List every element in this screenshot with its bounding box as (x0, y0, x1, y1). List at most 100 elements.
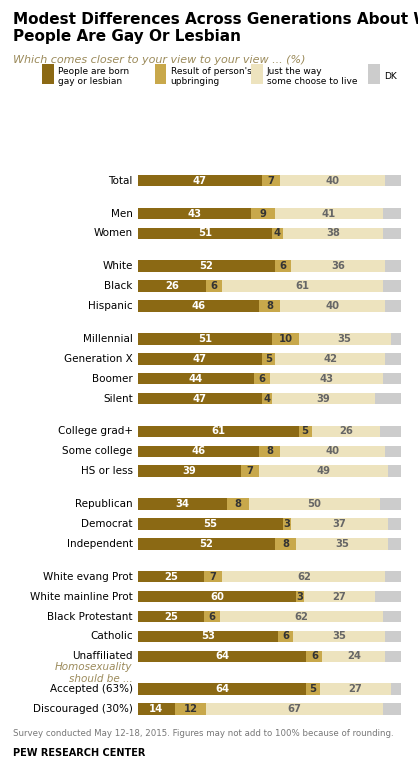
Bar (254, 373, 270, 384)
Bar (138, 650, 306, 662)
Text: 7: 7 (247, 466, 253, 476)
Text: 46: 46 (191, 446, 206, 456)
Text: Result of person's
upbringing: Result of person's upbringing (171, 67, 251, 87)
Text: 67: 67 (288, 704, 301, 714)
Text: Hispanic: Hispanic (88, 301, 133, 311)
Bar (391, 333, 401, 344)
Bar (280, 446, 385, 457)
Bar (383, 703, 401, 715)
Text: 26: 26 (339, 426, 353, 436)
Bar (175, 703, 206, 715)
Bar (272, 393, 375, 404)
Bar (280, 175, 385, 186)
Text: 47: 47 (193, 393, 207, 403)
Text: 41: 41 (322, 209, 336, 219)
Text: 8: 8 (266, 301, 273, 311)
Text: Some college: Some college (62, 446, 133, 456)
Bar (222, 281, 383, 292)
Text: Generation X: Generation X (64, 354, 133, 364)
Bar (138, 611, 204, 622)
Bar (380, 426, 401, 437)
Bar (262, 353, 275, 364)
Bar (322, 650, 385, 662)
Text: College grad+: College grad+ (58, 426, 133, 436)
Text: Boomer: Boomer (92, 374, 133, 384)
Bar (306, 650, 322, 662)
Bar (259, 466, 388, 477)
Text: 8: 8 (234, 499, 242, 509)
Text: 12: 12 (184, 704, 198, 714)
Bar (251, 208, 275, 219)
Text: Black Protestant: Black Protestant (47, 611, 133, 621)
Text: White evang Prot: White evang Prot (43, 571, 133, 581)
Text: 40: 40 (326, 301, 340, 311)
Text: 46: 46 (191, 301, 206, 311)
Text: 40: 40 (326, 176, 340, 186)
Text: 6: 6 (282, 631, 289, 641)
Bar (385, 630, 401, 642)
Bar (306, 683, 320, 695)
Bar (138, 353, 262, 364)
Text: 3: 3 (283, 519, 290, 529)
Bar (283, 518, 291, 530)
Text: 60: 60 (210, 591, 224, 601)
Bar (138, 518, 283, 530)
Text: 49: 49 (316, 466, 331, 476)
Text: 8: 8 (266, 446, 273, 456)
Bar (259, 446, 280, 457)
Bar (383, 228, 401, 239)
Text: 43: 43 (319, 374, 333, 384)
Text: 27: 27 (333, 591, 346, 601)
Bar (138, 591, 296, 602)
Text: 44: 44 (189, 374, 203, 384)
Bar (320, 683, 391, 695)
Text: 61: 61 (211, 426, 225, 436)
Bar (383, 281, 401, 292)
Text: Discouraged (30%): Discouraged (30%) (33, 704, 133, 714)
Text: 51: 51 (198, 229, 212, 239)
Text: 7: 7 (268, 176, 274, 186)
Bar (298, 333, 391, 344)
Bar (275, 353, 385, 364)
Bar (138, 630, 278, 642)
Text: 6: 6 (279, 262, 286, 272)
Bar (291, 518, 388, 530)
Bar (296, 591, 304, 602)
Bar (138, 571, 204, 582)
Bar (293, 630, 385, 642)
Text: 26: 26 (165, 281, 179, 291)
Bar (275, 208, 383, 219)
Bar (270, 373, 383, 384)
Bar (272, 333, 298, 344)
Bar (241, 466, 259, 477)
Text: 52: 52 (199, 262, 213, 272)
Text: 53: 53 (201, 631, 215, 641)
Text: HS or less: HS or less (81, 466, 133, 476)
Text: Millennial: Millennial (83, 334, 133, 344)
Text: Silent: Silent (103, 393, 133, 403)
Bar (138, 373, 254, 384)
Text: 25: 25 (164, 571, 178, 581)
Text: Republican: Republican (75, 499, 133, 509)
Bar (138, 208, 251, 219)
Bar (138, 175, 262, 186)
Bar (385, 261, 401, 272)
Bar (138, 538, 275, 550)
Text: Modest Differences Across Generations About Why
People Are Gay Or Lesbian: Modest Differences Across Generations Ab… (13, 12, 418, 44)
Text: 6: 6 (311, 651, 318, 661)
Bar (385, 175, 401, 186)
Text: 35: 35 (338, 334, 352, 344)
Text: 62: 62 (297, 571, 311, 581)
Text: Women: Women (94, 229, 133, 239)
Bar (383, 208, 401, 219)
Bar (138, 261, 275, 272)
Text: 35: 35 (332, 631, 347, 641)
Bar (391, 683, 401, 695)
Text: White mainline Prot: White mainline Prot (30, 591, 133, 601)
Bar (138, 683, 306, 695)
Text: 64: 64 (215, 651, 229, 661)
Bar (383, 373, 401, 384)
Text: Independent: Independent (67, 539, 133, 549)
Text: Democrat: Democrat (81, 519, 133, 529)
Text: People are born
gay or lesbian: People are born gay or lesbian (58, 67, 129, 87)
